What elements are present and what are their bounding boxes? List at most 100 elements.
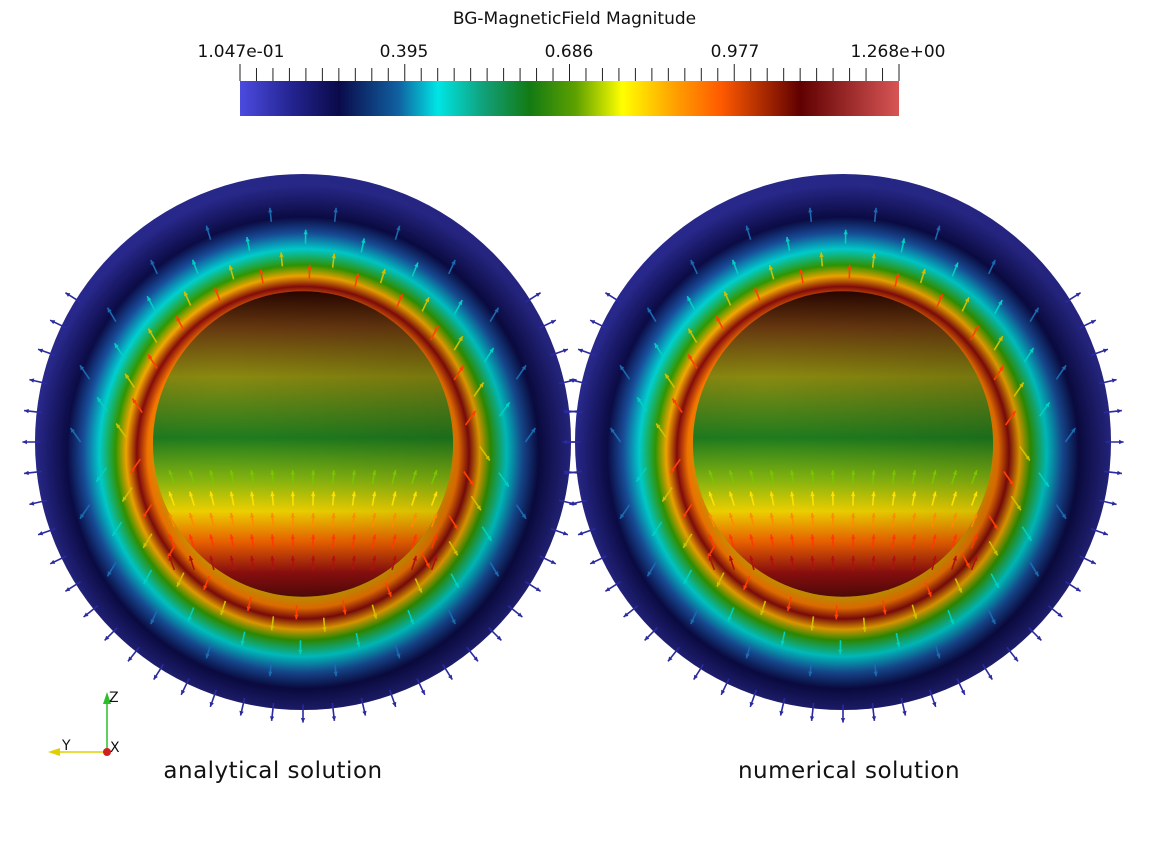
field-arrow-head [973,534,978,540]
field-arrow-head [268,671,273,677]
field-arrow-head [965,562,970,568]
field-arrow-head [769,513,774,518]
field-arrow-head [240,640,245,646]
field-arrow-head [871,555,876,561]
field-arrow-head [808,671,813,677]
field-arrow-head [716,316,721,322]
field-arrow-head [912,555,917,561]
field-arrow-head [473,656,478,662]
field-arrow-head [810,555,815,561]
field-arrow-head [974,325,979,331]
field-arrow-head [114,343,119,349]
field-arrow-head [564,470,569,476]
field-arrow-head [112,531,117,537]
field-arrow-head [372,470,377,475]
field-arrow-head [1061,365,1066,371]
field-arrow-head [938,294,943,299]
field-arrow-head [708,491,713,497]
field-arrow-head [250,555,255,561]
field-arrow-head [205,225,210,231]
field-arrow-head [412,491,417,497]
field-arrow-head [451,619,456,625]
field-arrow-head [729,491,734,497]
field-arrow-head [682,513,687,519]
field-arrow-head [901,238,906,244]
field-arrow-head [780,640,785,646]
field-arrow-head [496,635,502,641]
field-arrow-head [610,428,615,433]
field-arrow-head [902,710,907,716]
field-arrow-head [932,470,937,476]
field-arrow-head [647,571,652,577]
field-arrow-head [331,513,336,518]
field-arrow-head [487,535,492,541]
field-arrow-head [687,296,692,302]
field-arrow-head [24,470,29,476]
field-arrow-head [189,555,194,561]
field-arrow-head [729,470,734,476]
field-arrow-head [143,578,148,584]
field-arrow-head [425,297,429,303]
field-arrow-head [333,207,338,213]
field-arrow-head [96,476,101,482]
field-arrow-head [1057,612,1063,617]
field-arrow-head [578,531,584,536]
colorbar-tick-marks [239,64,900,81]
field-arrow-head [810,625,815,631]
y-axis-label: Y [62,738,71,754]
field-arrow-head [150,619,155,625]
field-arrow-head [1016,505,1021,511]
field-arrow-head [749,555,754,561]
field-arrow-head [838,649,843,655]
field-arrow-head [912,534,917,540]
field-arrow-head [912,613,918,619]
field-arrow-head [396,225,401,231]
field-arrow-head [168,555,173,561]
field-arrow-head [743,585,748,590]
field-arrow-head [605,587,611,592]
field-arrow-head [830,491,835,497]
field-arrow-head [531,428,536,433]
field-arrow-head [973,491,978,497]
field-arrow-head [331,555,336,561]
field-arrow-head [535,292,541,297]
field-arrow-head [745,653,750,659]
field-arrow-head [988,674,993,680]
field-arrow-head [952,534,957,540]
field-arrow-head [290,491,295,497]
field-arrow-head [97,397,102,403]
field-arrow-head [732,259,737,265]
field-arrow-head [550,320,556,325]
field-arrow-head [1044,481,1049,487]
field-arrow-head [132,398,137,404]
field-arrow-head [65,292,71,297]
field-arrow-head [790,555,795,561]
field-arrow-head [417,587,422,593]
field-arrow-head [229,513,234,518]
field-arrow-head [891,470,896,475]
field-arrow-head [690,259,695,265]
colorbar-tick-label: 0.686 [544,42,594,62]
field-arrow-head [1071,428,1076,433]
field-arrow-head [960,689,965,695]
field-arrow-head [662,496,667,502]
field-arrow-head [790,513,795,518]
field-arrow-head [871,716,877,721]
field-arrow-head [311,555,316,561]
field-arrow-head [830,513,835,518]
field-arrow-head [130,468,135,473]
field-arrow-head [1117,470,1122,476]
field-arrow-head [637,397,642,403]
field-arrow-head [485,455,490,461]
field-arrow-head [38,531,44,536]
caption-analytical: analytical solution [163,758,383,784]
field-arrow-head [952,513,957,518]
field-arrow-head [873,671,878,677]
field-arrow-head [392,470,397,476]
field-arrow-head [745,225,750,231]
field-arrow-head [994,582,999,588]
field-arrow-head [1034,307,1039,313]
field-arrow-head [104,635,110,641]
field-arrow-head [381,269,386,274]
field-arrow-head [434,325,439,331]
